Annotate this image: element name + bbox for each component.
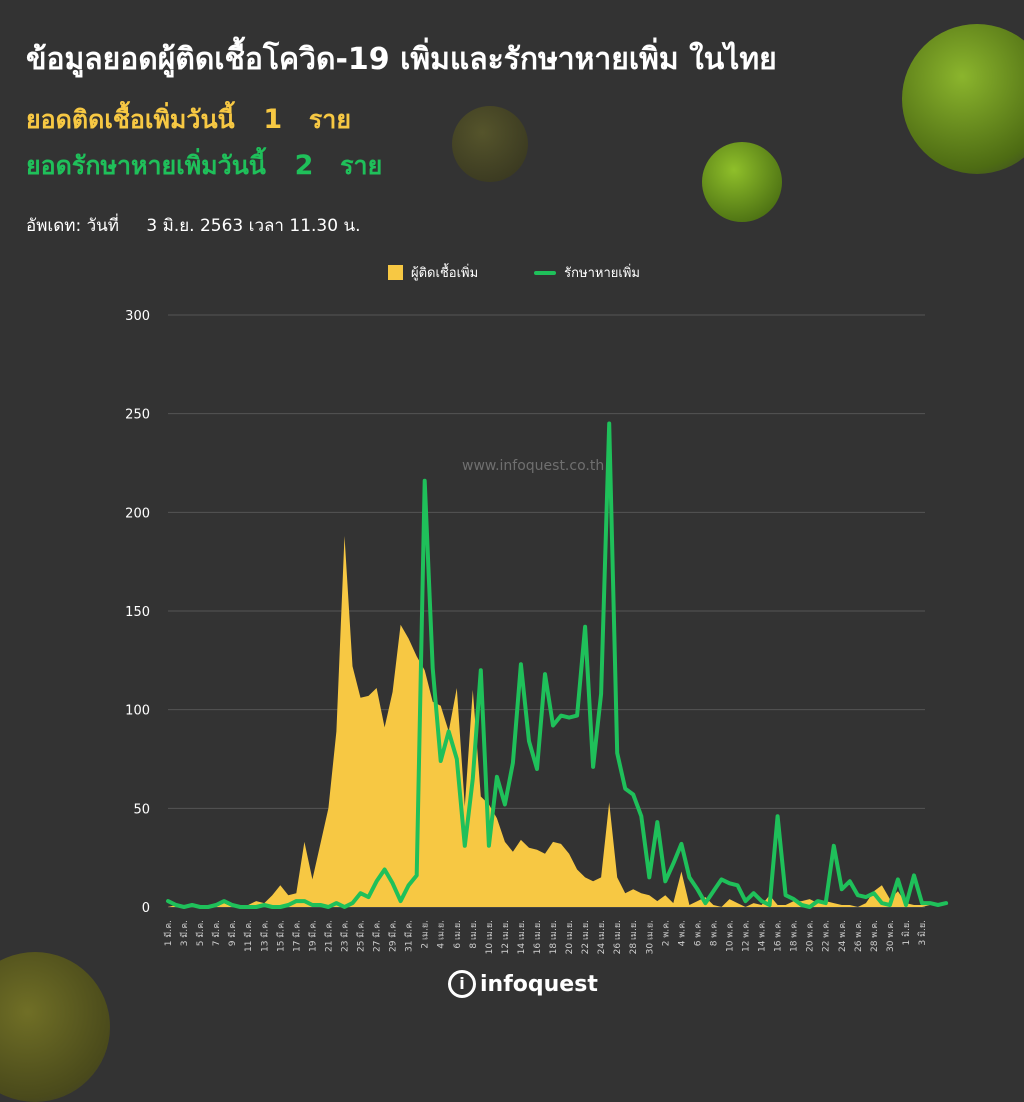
recovered-today-label: ยอดรักษาหายเพิ่มวันนี้ — [26, 151, 266, 180]
x-tick-label: 22 เม.ย. — [581, 920, 591, 954]
legend-swatch-recovered — [534, 270, 557, 275]
infected-today-label: ยอดติดเชื้อเพิ่มวันนี้ — [26, 105, 235, 134]
x-tick-label: 18 พ.ค. — [790, 920, 800, 952]
x-tick-label: 12 พ.ค. — [742, 920, 752, 952]
y-tick-label: 200 — [125, 506, 150, 521]
x-tick-label: 11 มี.ค. — [243, 920, 254, 952]
x-tick-label: 18 เม.ย. — [549, 920, 559, 954]
infected-today-unit: ราย — [308, 105, 351, 134]
x-tick-label: 20 พ.ค. — [806, 920, 816, 952]
x-tick-label: 10 เม.ย. — [485, 920, 495, 954]
update-info: อัพเดท: วันที่ 3 มิ.ย. 2563 เวลา 11.30 น… — [26, 212, 360, 239]
x-tick-label: 31 มี.ค. — [404, 920, 415, 952]
info-icon: i — [448, 970, 476, 998]
virus-decoration — [452, 106, 528, 182]
brand-name: infoquest — [480, 971, 598, 997]
recovered-today-unit: ราย — [340, 151, 383, 180]
x-tick-label: 2 พ.ค. — [661, 920, 671, 946]
x-tick-label: 23 มี.ค. — [339, 920, 350, 952]
series-infected-area — [168, 536, 930, 907]
x-tick-label: 6 พ.ค. — [693, 920, 703, 946]
watermark: www.infoquest.co.th — [462, 458, 605, 474]
x-tick-label: 5 มี.ค. — [195, 920, 206, 946]
series-recovered-line — [166, 421, 949, 909]
x-tick-label: 29 มี.ค. — [388, 920, 399, 952]
x-tick-label: 8 เม.ย. — [469, 920, 479, 949]
x-tick-label: 19 มี.ค. — [307, 920, 318, 952]
y-tick-label: 250 — [125, 408, 150, 423]
x-tick-label: 28 เม.ย. — [629, 920, 639, 954]
infected-today-value: 1 — [263, 104, 283, 135]
legend-label-infected: ผู้ติดเชื้อเพิ่ม — [411, 266, 479, 281]
legend-label-recovered: รักษาหายเพิ่ม — [564, 266, 640, 281]
x-tick-label: 7 มี.ค. — [211, 920, 222, 946]
brand-logo: i infoquest — [448, 970, 598, 998]
x-tick-label: 24 เม.ย. — [597, 920, 607, 954]
x-tick-label: 25 มี.ค. — [356, 920, 367, 952]
y-tick-label: 150 — [125, 605, 150, 620]
virus-decoration — [702, 142, 782, 222]
x-tick-label: 6 เม.ย. — [453, 920, 463, 949]
legend-swatch-infected — [388, 265, 403, 280]
virus-decoration — [902, 24, 1024, 174]
x-tick-label: 15 มี.ค. — [275, 920, 286, 952]
x-tick-label: 10 พ.ค. — [725, 920, 735, 952]
x-tick-label: 3 มิ.ย. — [917, 920, 928, 946]
x-tick-label: 3 มี.ค. — [179, 920, 190, 946]
x-tick-label: 26 พ.ค. — [854, 920, 864, 952]
x-tick-label: 9 มี.ค. — [227, 920, 238, 946]
chart-legend: ผู้ติดเชื้อเพิ่ม รักษาหายเพิ่ม — [388, 262, 640, 283]
x-tick-label: 1 มิ.ย. — [901, 920, 912, 946]
x-tick-label: 1 มี.ค. — [163, 920, 174, 946]
x-tick-label: 21 มี.ค. — [323, 920, 334, 952]
x-tick-label: 30 พ.ค. — [886, 920, 896, 952]
x-tick-label: 8 พ.ค. — [709, 920, 719, 946]
x-tick-label: 2 เม.ย. — [421, 920, 431, 949]
x-tick-label: 30 เม.ย. — [645, 920, 655, 954]
x-tick-label: 16 เม.ย. — [533, 920, 543, 954]
y-tick-label: 100 — [125, 704, 150, 719]
x-tick-label: 17 มี.ค. — [291, 920, 302, 952]
x-tick-label: 28 พ.ค. — [870, 920, 880, 952]
x-tick-label: 24 พ.ค. — [838, 920, 848, 952]
x-tick-label: 14 พ.ค. — [758, 920, 768, 952]
chart: 0 50 100 150 200 250 300 1 มี.ค. 3 มี.ค. 5 มี.ค. 7… — [125, 309, 949, 954]
x-tick-label: 14 เม.ย. — [517, 920, 527, 954]
x-tick-label: 20 เม.ย. — [565, 920, 575, 954]
recovered-today: ยอดรักษาหายเพิ่มวันนี้ 2 ราย — [26, 146, 382, 186]
x-tick-label: 22 พ.ค. — [822, 920, 832, 952]
x-tick-label: 27 มี.ค. — [372, 920, 383, 952]
recovered-today-value: 2 — [294, 150, 314, 181]
x-tick-label: 26 เม.ย. — [613, 920, 623, 954]
update-label: อัพเดท: วันที่ — [26, 216, 119, 236]
y-tick-label: 300 — [125, 309, 150, 324]
x-tick-label: 12 เม.ย. — [501, 920, 511, 954]
x-tick-label: 4 พ.ค. — [677, 920, 687, 946]
x-tick-label: 13 มี.ค. — [259, 920, 270, 952]
y-tick-label: 0 — [142, 901, 150, 916]
infected-today: ยอดติดเชื้อเพิ่มวันนี้ 1 ราย — [26, 100, 351, 140]
y-tick-label: 50 — [133, 802, 150, 817]
page-title: ข้อมูลยอดผู้ติดเชื้อโควิด-19 เพิ่มและรัก… — [26, 42, 777, 77]
x-tick-label: 16 พ.ค. — [774, 920, 784, 952]
update-value: 3 มิ.ย. 2563 เวลา 11.30 น. — [146, 216, 361, 236]
x-tick-label: 4 เม.ย. — [437, 920, 447, 949]
